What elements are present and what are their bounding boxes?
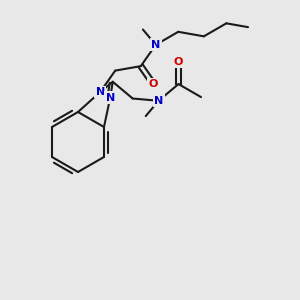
Text: N: N: [106, 93, 115, 103]
Text: N: N: [96, 87, 105, 97]
Text: N: N: [154, 96, 163, 106]
Text: O: O: [174, 57, 183, 67]
Text: O: O: [149, 79, 158, 89]
Text: N: N: [151, 40, 160, 50]
